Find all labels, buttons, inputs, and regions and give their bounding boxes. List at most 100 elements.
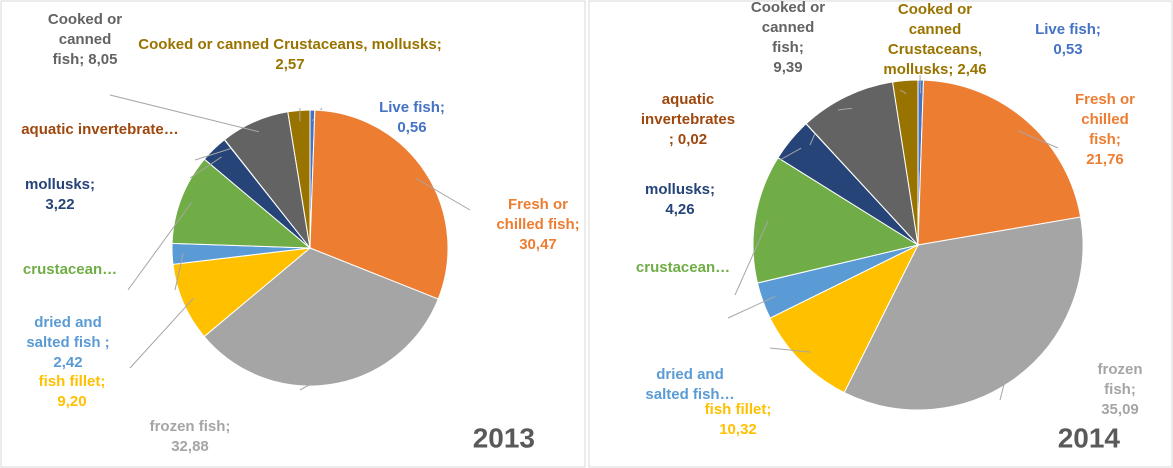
chart-title: 2013: [473, 422, 535, 453]
value-label: 8,05: [88, 51, 117, 68]
category-label: Fresh or: [1075, 91, 1135, 108]
category-label-line: chilled fish;: [496, 216, 579, 233]
leader-line: [899, 89, 907, 95]
pie-slice: [917, 79, 1082, 246]
category-label-line: fish;: [1089, 131, 1121, 148]
category-label: crustacean…: [636, 259, 730, 276]
data-label: Live fish; 0,53: [1035, 21, 1101, 58]
data-label: Live fish; 0,56: [379, 99, 445, 136]
pie-slice: [309, 109, 449, 300]
leader-line: [194, 147, 232, 161]
data-label: Cooked or canned fish; 9,39: [751, 0, 825, 76]
category-label-line: salted fish…: [645, 386, 734, 403]
panel-border: [588, 0, 1173, 468]
leader-line: [999, 366, 1009, 401]
category-label: Live fish;: [379, 99, 445, 116]
category-label: Fresh or: [508, 196, 568, 213]
category-label-line: fish;: [53, 51, 85, 68]
data-label: fish fillet; 10,32: [705, 401, 772, 438]
leader-line: [189, 156, 222, 179]
category-label: Cooked or: [48, 11, 122, 28]
data-label: aquatic invertebrates; 0,02: [641, 91, 735, 148]
value-label: 4,26: [665, 201, 694, 218]
leader-line: [734, 220, 769, 296]
value-label: 2,57: [275, 56, 304, 73]
category-label: aquatic invertebrate…: [21, 121, 179, 138]
value-label: 9,20: [57, 393, 86, 410]
category-label-line: fish;: [1104, 381, 1136, 398]
category-label: fish fillet;: [39, 373, 106, 390]
leader-line: [809, 133, 816, 146]
category-label: frozen: [1098, 361, 1143, 378]
pie-slice: [843, 216, 1084, 411]
data-label: Fresh or chilled fish; 21,76: [1075, 91, 1135, 168]
value-label: 30,47: [519, 236, 557, 253]
data-label: frozen fish; 35,09: [1098, 361, 1143, 418]
data-label: Cooked or canned Crustaceans, mollusks; 2…: [138, 36, 441, 73]
leader-line: [919, 74, 922, 94]
category-label: fish fillet;: [705, 401, 772, 418]
data-label: Fresh or chilled fish; 30,47: [496, 196, 579, 253]
pie-slice: [172, 247, 312, 338]
category-label: Cooked or: [898, 1, 972, 18]
value-label: 2,42: [53, 354, 82, 371]
data-label: frozen fish; 32,88: [150, 418, 231, 455]
category-label: Cooked or: [751, 0, 825, 16]
category-label: aquatic: [662, 91, 715, 108]
leader-line: [129, 298, 194, 369]
panel-border: [0, 0, 586, 468]
value-label: 3,22: [45, 196, 74, 213]
value-label: 9,39: [773, 59, 802, 76]
category-label: dried and: [656, 366, 724, 383]
data-label: crustacean…: [636, 259, 730, 276]
value-label: 21,76: [1086, 151, 1124, 168]
category-label: frozen fish;: [150, 418, 231, 435]
leader-line: [837, 107, 853, 111]
data-label: dried and salted fish…: [645, 366, 734, 403]
value-label: 0,02: [678, 131, 707, 148]
value-label: 35,09: [1101, 401, 1139, 418]
data-label: crustacean…: [23, 261, 117, 278]
leader-line: [727, 295, 776, 319]
category-label-line: canned: [909, 21, 962, 38]
leader-line: [779, 147, 802, 161]
category-label-line: chilled: [1081, 111, 1129, 128]
category-label-line: invertebrates: [641, 111, 735, 128]
leader-line: [299, 372, 331, 391]
category-label-line: canned: [59, 31, 112, 48]
category-label: crustacean…: [23, 261, 117, 278]
category-label-line: salted fish ;: [26, 334, 109, 351]
leader-line: [127, 202, 192, 291]
category-label-line: fish;: [772, 39, 804, 56]
leader-line: [109, 94, 260, 133]
value-label: 32,88: [171, 438, 209, 455]
pie-slice: [805, 81, 919, 247]
data-label: mollusks; 3,22: [25, 176, 95, 213]
leader-line: [769, 347, 811, 353]
category-label: mollusks;: [645, 181, 715, 198]
pie-slice: [287, 109, 311, 249]
data-label: Cooked or canned fish; 8,05: [48, 11, 122, 68]
pie-slice: [752, 157, 920, 284]
data-label: mollusks; 4,26: [645, 181, 715, 218]
data-label: Cooked or canned Crustaceans, mollusks; 2,46: [883, 1, 986, 78]
leader-line: [416, 178, 471, 211]
value-label: 2,46: [957, 61, 986, 78]
value-label: 10,32: [719, 421, 757, 438]
category-label-line: canned: [762, 19, 815, 36]
category-label-line: ;: [669, 131, 674, 148]
category-label: mollusks;: [25, 176, 95, 193]
pie-slice: [769, 243, 920, 394]
category-label-line: Crustaceans,: [888, 41, 982, 58]
pie-slice: [203, 247, 439, 387]
pie-slice: [892, 79, 919, 246]
leader-line: [1017, 130, 1059, 149]
value-label: 0,56: [397, 119, 426, 136]
value-label: 0,53: [1053, 41, 1082, 58]
category-label: Live fish;: [1035, 21, 1101, 38]
leader-line: [174, 253, 184, 291]
data-label: dried and salted fish ; 2,42: [26, 314, 109, 371]
category-label: dried and: [34, 314, 102, 331]
category-label: Cooked or canned Crustaceans, mollusks;: [138, 36, 441, 53]
